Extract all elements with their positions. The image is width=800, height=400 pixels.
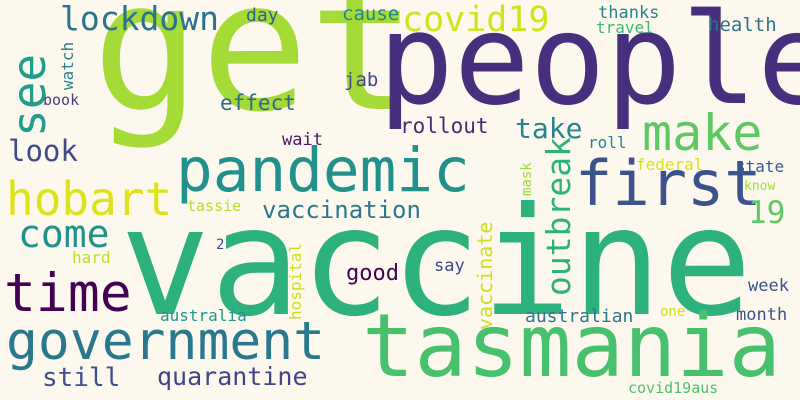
word-federal: federal (636, 155, 704, 174)
word-quarantine: quarantine (157, 362, 308, 391)
word-people: people (378, 0, 800, 133)
word-book: book (43, 91, 80, 109)
word-covid19aus: covid19aus (628, 379, 719, 397)
word-2: 2 (216, 237, 225, 253)
word-rollout: rollout (400, 114, 489, 138)
word-come: come (18, 212, 110, 256)
word-vaccinate: vaccinate (473, 221, 497, 330)
word-pandemic: pandemic (176, 135, 470, 206)
word-government: government (6, 311, 326, 372)
word-health: health (708, 14, 777, 36)
word-mask: mask (519, 162, 535, 196)
word-hospital: hospital (286, 242, 305, 320)
word-state: state (736, 157, 785, 176)
word-one: one (660, 304, 686, 320)
word-good: good (346, 261, 399, 286)
word-effect: effect (220, 91, 296, 115)
word-time: time (4, 263, 132, 324)
word-19: 19 (748, 195, 786, 231)
word-australian: australian (525, 306, 634, 327)
word-lockdown: lockdown (60, 0, 219, 38)
word-say: say (434, 256, 465, 276)
word-watch: watch (58, 41, 77, 90)
word-tassie: tassie (187, 197, 242, 215)
word-jab: jab (344, 69, 379, 91)
word-hard: hard (72, 248, 111, 267)
word-make: make (642, 104, 763, 162)
word-wait: wait (282, 130, 323, 150)
word-month: month (736, 305, 788, 325)
word-still: still (42, 363, 121, 393)
word-thanks: thanks (598, 3, 660, 23)
word-get: get (92, 0, 418, 152)
word-australia: australia (160, 306, 247, 325)
word-cause: cause (342, 3, 400, 25)
word-week: week (748, 276, 789, 296)
word-see: see (2, 53, 56, 137)
word-take: take (515, 112, 583, 145)
word-vaccination: vaccination (262, 196, 421, 224)
word-know: know (744, 179, 776, 194)
word-roll: roll (588, 133, 627, 152)
word-travel: travel (596, 18, 654, 37)
word-hobart: hobart (6, 172, 173, 226)
word-covid19: covid19 (402, 0, 550, 40)
word-vaccine: vaccine (120, 176, 753, 350)
word-first: first (575, 147, 762, 220)
word-outbreak: outbreak (539, 137, 578, 296)
word-tasmania: tasmania (362, 295, 782, 397)
word-day: day (246, 5, 279, 26)
word-look: look (8, 134, 78, 168)
